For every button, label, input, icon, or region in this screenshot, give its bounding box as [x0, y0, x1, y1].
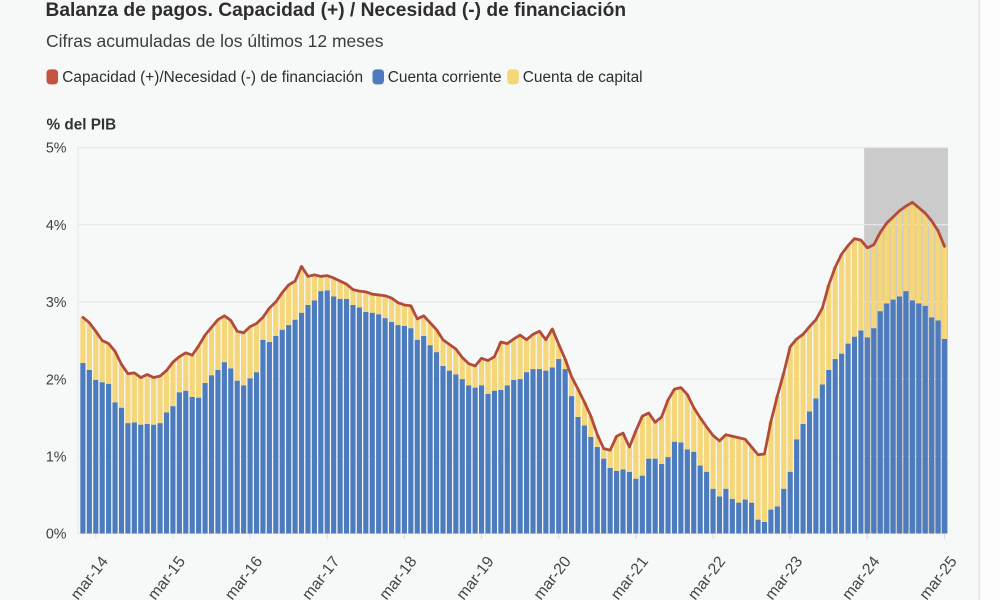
- svg-text:5%: 5%: [46, 141, 67, 157]
- svg-text:4%: 4%: [46, 218, 67, 234]
- svg-text:Cifras acumuladas de los últim: Cifras acumuladas de los últimos 12 mese…: [46, 31, 384, 51]
- svg-text:Capacidad (+)/Necesidad (-) de: Capacidad (+)/Necesidad (-) de financiac…: [62, 69, 363, 86]
- svg-text:3%: 3%: [46, 295, 67, 311]
- svg-text:Cuenta corriente: Cuenta corriente: [388, 69, 502, 86]
- svg-text:1%: 1%: [46, 450, 67, 466]
- svg-text:Cuenta de capital: Cuenta de capital: [523, 69, 643, 86]
- svg-text:% del PIB: % del PIB: [47, 117, 117, 134]
- svg-text:Balanza de pagos. Capacidad (+: Balanza de pagos. Capacidad (+) / Necesi…: [46, 0, 627, 21]
- svg-text:2%: 2%: [46, 372, 67, 388]
- svg-text:0%: 0%: [46, 527, 67, 543]
